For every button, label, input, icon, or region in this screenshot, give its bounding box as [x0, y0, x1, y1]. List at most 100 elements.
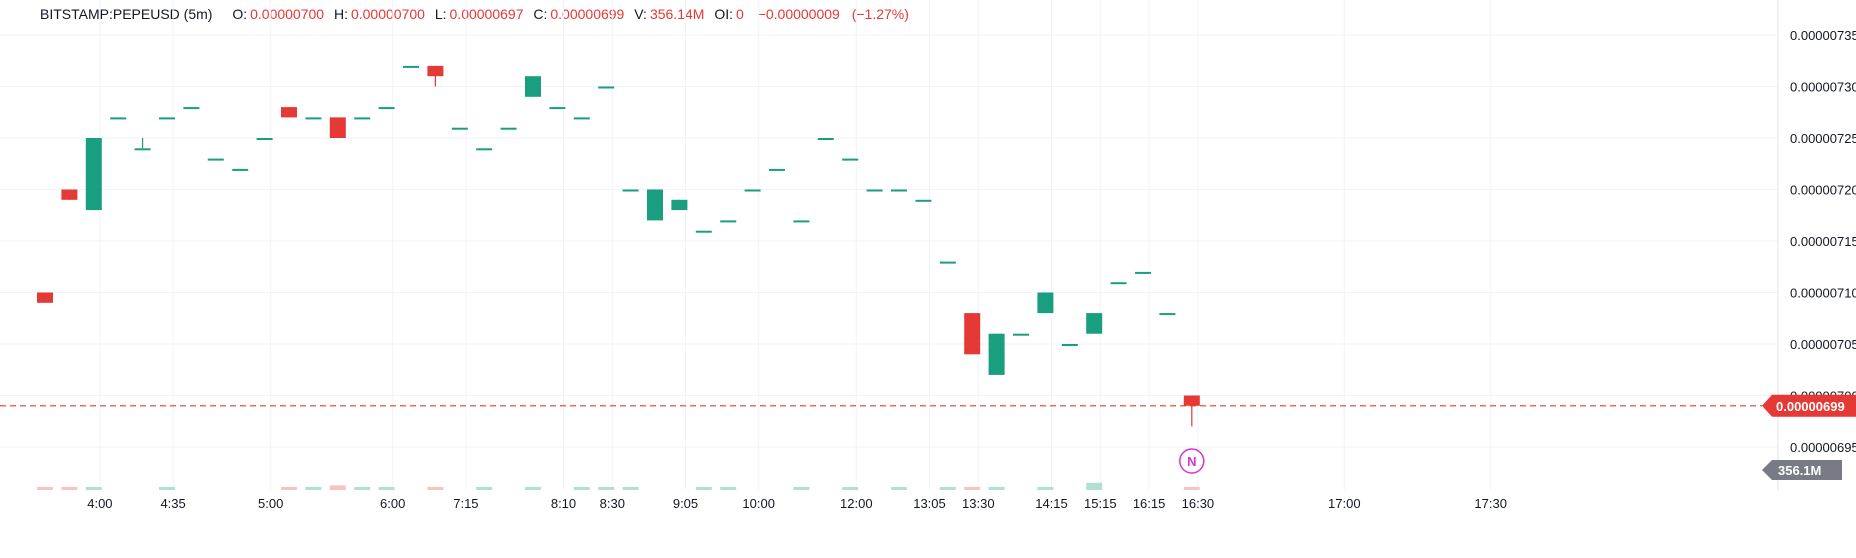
overlays: 0.00000699 356.1M N: [0, 394, 1856, 480]
candle-body: [354, 117, 371, 120]
candle-body: [1110, 282, 1127, 285]
time-axis[interactable]: 4:00 4:35 5:00 6:00 7:15 8:10 8:30 9:05 10:00 12:…: [87, 496, 1507, 511]
candle: [427, 65, 444, 87]
candle: [598, 86, 615, 89]
x-tick-label: 5:00: [258, 496, 283, 511]
candle: [232, 168, 249, 171]
candle-body: [110, 117, 127, 120]
candle: [622, 189, 639, 192]
candle-body: [451, 127, 468, 130]
oi-value: 0: [736, 6, 744, 22]
candle: [891, 189, 907, 192]
last-price-badge: 0.00000699: [1762, 394, 1856, 417]
volume-bar: [281, 487, 297, 490]
candle: [1037, 292, 1054, 314]
candle-body: [37, 292, 53, 303]
candle: [183, 107, 200, 110]
candle: [256, 138, 273, 140]
candle-body: [1086, 313, 1103, 334]
candles: [37, 65, 1200, 427]
volume-bar: [354, 487, 371, 490]
open-value: 0.00000700: [250, 6, 325, 22]
last-price-badge-bg: [1762, 394, 1856, 417]
news-marker-icon[interactable]: N: [1179, 448, 1205, 474]
price-axis[interactable]: 0.00000735 0.00000730 0.00000725 0.00000720…: [1790, 28, 1856, 455]
volume-bar: [476, 487, 493, 490]
candle-body: [1135, 271, 1151, 274]
candle: [354, 117, 371, 120]
candle: [1086, 313, 1103, 334]
candle: [647, 189, 663, 221]
candle-body: [378, 107, 395, 110]
y-tick-label: 0.00000725: [1790, 131, 1856, 146]
volume-bar: [891, 487, 907, 490]
candle-body: [305, 117, 322, 120]
volume-bar: [329, 485, 346, 490]
candle-body: [988, 333, 1005, 375]
candle-body: [647, 189, 663, 221]
volume-bar: [85, 487, 102, 490]
y-tick-label: 0.00000710: [1790, 286, 1856, 301]
y-tick-label: 0.00000715: [1790, 234, 1856, 249]
candle: [378, 107, 395, 110]
candle-body: [159, 117, 175, 120]
candle-body: [427, 65, 444, 77]
candle-body: [915, 199, 932, 202]
candle: [720, 220, 737, 223]
volume-bar: [305, 487, 322, 490]
candle-body: [866, 189, 883, 192]
candle-body: [183, 107, 200, 110]
oi-label: OI:: [714, 6, 733, 22]
candle: [281, 107, 297, 118]
volume-bar: [793, 487, 810, 490]
volume-badge: 356.1M: [1762, 460, 1842, 480]
volume-bar: [720, 487, 737, 490]
volume-bar: [525, 487, 541, 490]
high-label: H:: [333, 6, 348, 22]
volume-bar: [37, 487, 53, 490]
volume-bar: [939, 487, 956, 490]
candle: [1135, 271, 1151, 274]
candle-body: [769, 168, 785, 171]
low-label: L:: [434, 6, 447, 22]
volume-bar: [159, 487, 175, 490]
candle: [549, 107, 566, 110]
volume-badge-label: 356.1M: [1778, 463, 1821, 478]
candle: [915, 199, 932, 202]
candle-body: [476, 148, 493, 151]
volume-bar: [842, 487, 859, 490]
symbol-label[interactable]: BITSTAMP:PEPEUSD (5m): [40, 6, 213, 22]
candle-body: [744, 189, 761, 192]
candle: [1061, 344, 1078, 346]
candle: [403, 65, 419, 68]
chart-legend: BITSTAMP:PEPEUSD (5m) O: 0.00000700 H: 0.0…: [40, 6, 909, 22]
x-tick-label: 16:30: [1182, 496, 1215, 511]
x-tick-label: 16:15: [1133, 496, 1166, 511]
candle-body: [403, 65, 419, 68]
candle: [329, 117, 346, 138]
change-value: −0.00000009: [757, 6, 840, 22]
candle-body: [1037, 292, 1054, 314]
candle: [866, 189, 883, 192]
candle: [1110, 282, 1127, 285]
volume-badge-bg: [1762, 460, 1842, 480]
volume-bars: [37, 482, 1200, 490]
candle-body: [1159, 313, 1176, 316]
x-tick-label: 6:00: [380, 496, 405, 511]
candle-body: [1013, 333, 1029, 336]
candle-body: [891, 189, 907, 192]
candle: [769, 168, 785, 171]
high-value: 0.00000700: [350, 6, 425, 22]
x-tick-label: 14:15: [1035, 496, 1068, 511]
candle-body: [525, 76, 541, 97]
y-tick-label: 0.00000695: [1790, 440, 1856, 455]
candle-body: [939, 261, 956, 264]
x-tick-label: 17:30: [1474, 496, 1507, 511]
x-tick-label: 13:30: [962, 496, 995, 511]
x-tick-label: 4:35: [160, 496, 185, 511]
candle-body: [61, 189, 78, 200]
candle: [451, 127, 468, 130]
change-percent: (−1.27%): [851, 6, 909, 22]
x-tick-label: 8:10: [551, 496, 576, 511]
